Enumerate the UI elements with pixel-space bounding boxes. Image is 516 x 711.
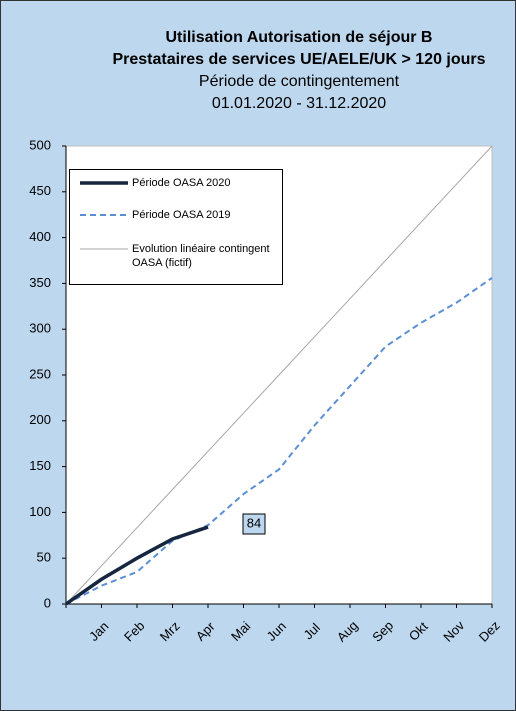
- x-tick-label: Apr: [193, 618, 218, 643]
- period: 01.01.2020 - 31.12.2020: [211, 95, 387, 112]
- legend-swatch: [80, 181, 128, 185]
- legend-label: Période OASA 2020: [132, 177, 231, 189]
- legend-entry: Evolution linéaire contingent OASA (fict…: [80, 242, 282, 270]
- y-tick-label: 250: [29, 366, 51, 381]
- legend-label: Evolution linéaire contingent OASA (fict…: [132, 243, 270, 269]
- y-tick-label: 350: [29, 275, 51, 290]
- data-label: 84: [247, 515, 261, 530]
- legend-entry: Période OASA 2019: [80, 208, 282, 222]
- x-tick-label: Nov: [440, 617, 467, 644]
- series-line: [65, 145, 493, 605]
- chart-subtitle: Prestataires de services UE/AELE/UK > 12…: [112, 51, 486, 68]
- x-tick-label: Jan: [86, 619, 111, 644]
- legend-swatch: [80, 248, 128, 250]
- y-tick-label: 500: [29, 137, 51, 152]
- legend-entry: Période OASA 2020: [80, 176, 282, 190]
- x-tick-label: Mai: [228, 618, 253, 643]
- x-tick-label: Jul: [301, 620, 323, 642]
- data-label-group: 84: [242, 513, 266, 535]
- series-line: [64, 525, 209, 606]
- y-tick-label: 100: [29, 504, 51, 519]
- legend-label: Période OASA 2019: [132, 209, 231, 221]
- y-tick-label: 400: [29, 229, 51, 244]
- y-tick-label: 200: [29, 412, 51, 427]
- x-tick-label: Feb: [121, 618, 147, 644]
- x-tick-label: Aug: [334, 618, 361, 645]
- data-label-box: [242, 513, 266, 535]
- x-tick-label: Mrz: [157, 618, 183, 644]
- x-tick-label: Dez: [476, 618, 503, 645]
- y-tick-label: 150: [29, 458, 51, 473]
- y-tick-label: 0: [44, 595, 51, 610]
- period-label: Période de contingentement: [198, 73, 400, 90]
- x-tick-label: Jun: [264, 619, 289, 644]
- y-tick-label: 450: [29, 183, 51, 198]
- x-tick-label: Okt: [406, 619, 431, 644]
- series-line: [65, 277, 493, 605]
- y-tick-label: 300: [29, 321, 51, 336]
- x-tick-label: Sep: [369, 618, 396, 645]
- legend: Période OASA 2020 Période OASA 2019 Evolut…: [69, 169, 283, 285]
- y-tick-label: 50: [37, 550, 51, 565]
- chart-title: Utilisation Autorisation de séjour B: [165, 29, 433, 46]
- legend-swatch: [80, 214, 128, 216]
